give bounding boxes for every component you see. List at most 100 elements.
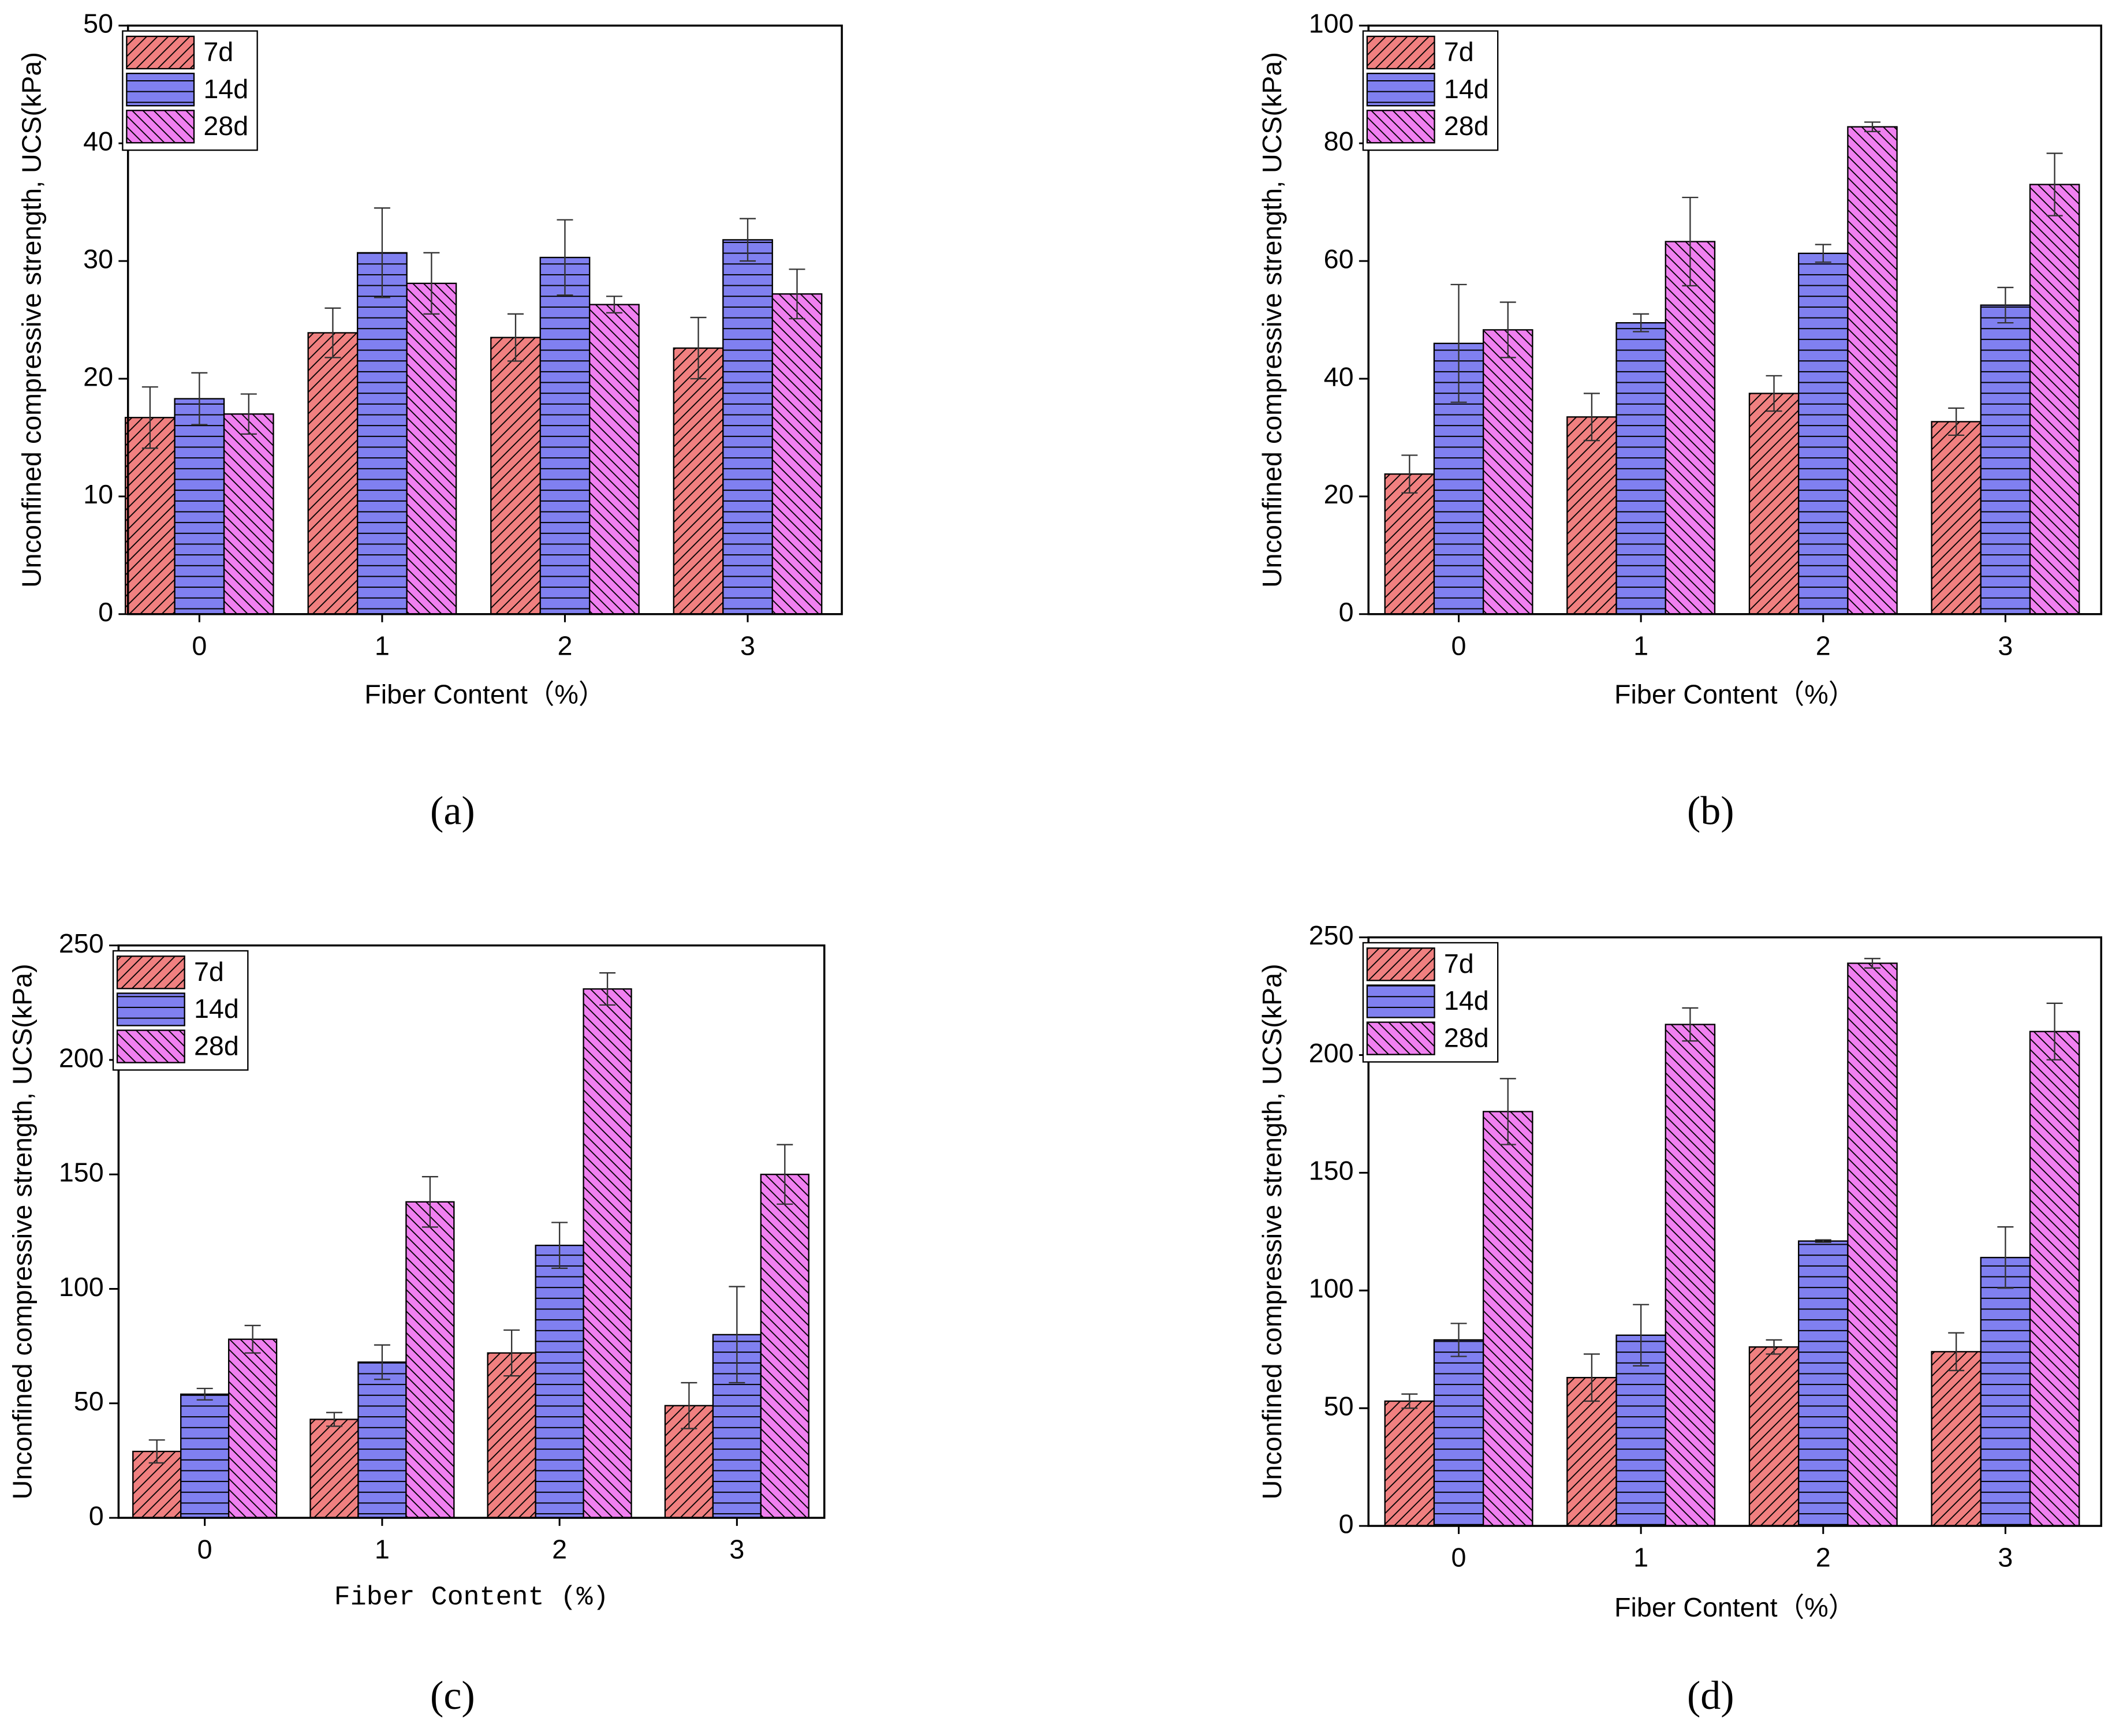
error-bar: [2046, 1002, 2063, 1061]
bar: [1980, 1257, 2031, 1527]
bar: [1482, 329, 1533, 615]
error-bar: [1450, 283, 1467, 403]
error-bar: [423, 252, 440, 315]
bar: [487, 1352, 536, 1519]
y-tick-label: 100: [59, 1272, 104, 1302]
x-tick-label: 3: [729, 1535, 744, 1565]
y-tick-label: 250: [59, 928, 104, 958]
bar: [535, 1244, 584, 1519]
x-tick-label: 3: [1998, 630, 2013, 660]
y-tick-label: 150: [1309, 1156, 1354, 1186]
legend-label: 14d: [203, 74, 248, 104]
x-tick-label: 1: [1633, 630, 1648, 660]
bar: [1482, 1111, 1533, 1527]
bar: [1980, 304, 2031, 615]
error-bar: [557, 219, 573, 296]
legend-label: 7d: [1444, 37, 1474, 67]
error-bar: [244, 1324, 261, 1354]
bar: [760, 1174, 809, 1519]
error-bar: [1682, 196, 1699, 287]
bar: [1847, 962, 1898, 1527]
plot-frame: [1367, 24, 2103, 615]
error-bar: [326, 1412, 342, 1427]
bar: [490, 337, 541, 615]
error-bar: [148, 1439, 165, 1464]
x-tick-label: 2: [1816, 1543, 1831, 1573]
error-bar: [599, 972, 616, 1006]
legend-label: 28d: [1444, 1022, 1489, 1052]
y-axis-label: Unconfined compressive strength, UCS(kPa…: [1257, 52, 1287, 588]
error-bar: [789, 268, 805, 320]
bar: [405, 1201, 455, 1519]
x-tick-label: 0: [192, 630, 207, 660]
panel-label: (a): [430, 789, 475, 833]
error-bar: [374, 207, 390, 298]
y-tick-label: 150: [59, 1158, 104, 1188]
bar: [589, 304, 640, 615]
bar: [357, 1361, 407, 1519]
y-tick-label: 100: [1309, 1274, 1354, 1304]
bar: [1847, 126, 1898, 615]
error-bar: [1401, 454, 1418, 494]
y-tick-label: 40: [83, 126, 113, 156]
bar: [1931, 1351, 1982, 1527]
bar: [1615, 322, 1666, 615]
panel-label: (c): [430, 1674, 475, 1718]
error-bar: [606, 296, 622, 313]
y-tick-label: 60: [1324, 244, 1354, 274]
error-bar: [681, 1382, 697, 1429]
bar: [1797, 1240, 1849, 1527]
bar: [1665, 1024, 1716, 1527]
error-bar: [1682, 1007, 1699, 1042]
y-tick-label: 80: [1324, 126, 1354, 156]
plot-frame: [117, 944, 826, 1519]
bar: [2029, 184, 2080, 615]
bar: [1384, 1400, 1435, 1527]
error-bar: [1864, 121, 1880, 132]
bar: [722, 239, 773, 615]
error-bar: [777, 1144, 793, 1205]
legend-swatch: [1366, 35, 1435, 70]
y-tick-label: 200: [59, 1043, 104, 1073]
error-bar: [374, 1344, 390, 1380]
legend-label: 14d: [194, 994, 239, 1024]
x-tick-label: 1: [1633, 1543, 1648, 1573]
x-tick-label: 2: [1816, 630, 1831, 660]
error-bar: [1583, 393, 1600, 442]
error-bar: [729, 1286, 745, 1384]
y-axis-label: Unconfined compressive strength, UCS(kPa…: [1257, 964, 1287, 1499]
error-bar: [1766, 375, 1782, 412]
y-tick-label: 200: [1309, 1038, 1354, 1068]
legend-swatch: [126, 110, 195, 144]
bar: [1665, 241, 1716, 615]
bar: [174, 398, 225, 615]
bar: [583, 988, 632, 1519]
error-bar: [507, 313, 524, 362]
y-tick-label: 10: [83, 479, 113, 509]
legend-swatch: [1366, 947, 1435, 981]
error-bar: [196, 1387, 213, 1401]
x-axis-label: Fiber Content (%): [334, 1582, 609, 1613]
y-tick-label: 20: [1324, 479, 1354, 509]
legend-swatch: [126, 35, 195, 70]
error-bar: [2046, 152, 2063, 216]
bar: [356, 252, 408, 615]
error-bar: [551, 1222, 568, 1269]
error-bar: [1997, 286, 2014, 324]
panel-label: (d): [1687, 1674, 1734, 1718]
y-tick-label: 0: [89, 1500, 104, 1530]
legend-swatch: [1366, 110, 1435, 144]
x-tick-label: 0: [1451, 1543, 1467, 1573]
error-bar: [503, 1329, 520, 1377]
y-tick-label: 20: [83, 361, 113, 391]
bar: [673, 347, 724, 615]
error-bar: [1450, 1323, 1467, 1357]
error-bar: [1499, 1078, 1516, 1145]
plot-frame: [1367, 936, 2103, 1527]
legend-label: 14d: [1444, 985, 1489, 1016]
y-tick-label: 0: [1339, 1509, 1354, 1539]
bar: [307, 332, 359, 615]
bar: [406, 282, 457, 615]
bar: [1931, 421, 1982, 615]
